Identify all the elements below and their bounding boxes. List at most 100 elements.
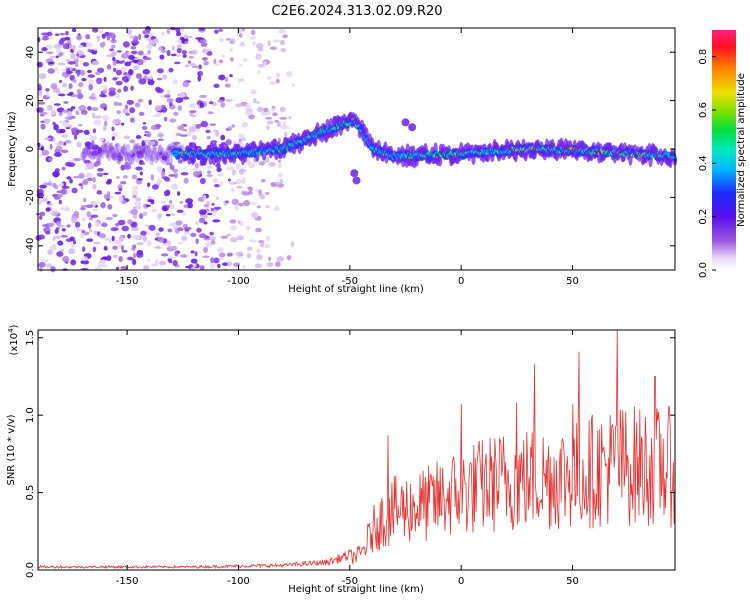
noise-speck xyxy=(108,87,116,92)
spectrogram-x-ticks: -150 -100 -50 0 50 xyxy=(116,28,579,287)
noise-speck xyxy=(40,259,49,263)
noise-speck xyxy=(264,192,270,195)
noise-speck xyxy=(161,107,168,113)
noise-speck xyxy=(236,255,243,259)
noise-speck xyxy=(69,236,75,242)
noise-speck xyxy=(226,38,231,41)
noise-speck xyxy=(181,37,185,44)
ridge-core xyxy=(666,152,670,156)
noise-speck xyxy=(65,30,69,36)
noise-speck xyxy=(267,120,274,125)
noise-speck xyxy=(246,246,253,251)
y-tick-label: 1.5 xyxy=(25,330,36,346)
noise-speck xyxy=(120,164,126,171)
noise-speck xyxy=(184,64,190,68)
noise-speck xyxy=(229,47,233,52)
noise-speck xyxy=(268,256,272,261)
noise-speck xyxy=(189,103,197,109)
noise-speck xyxy=(138,78,147,85)
noise-speck xyxy=(181,50,187,55)
noise-speck xyxy=(132,185,139,190)
noise-speck xyxy=(206,170,212,175)
noise-speck xyxy=(157,132,164,139)
noise-speck xyxy=(87,150,93,155)
noise-speck xyxy=(111,136,115,141)
noise-speck xyxy=(154,104,163,112)
noise-speck xyxy=(118,102,123,107)
noise-speck xyxy=(49,222,55,227)
noise-speck xyxy=(129,107,136,114)
noise-speck xyxy=(172,141,181,145)
ridge-halo xyxy=(166,145,171,159)
ridge-halo xyxy=(148,149,153,161)
noise-speck xyxy=(192,170,200,178)
noise-speck xyxy=(225,99,233,102)
snr-y-axis-label: SNR (10 * v/v) xyxy=(6,414,17,485)
noise-speck xyxy=(105,181,112,185)
noise-speck xyxy=(44,182,52,186)
noise-speck xyxy=(176,191,181,196)
noise-speck xyxy=(82,62,90,67)
noise-speck xyxy=(188,126,197,133)
noise-speck xyxy=(163,116,168,122)
noise-speck xyxy=(76,227,81,232)
noise-speck xyxy=(218,59,224,64)
ridge-halo xyxy=(160,147,165,159)
noise-speck xyxy=(155,258,159,266)
noise-speck xyxy=(140,230,147,236)
noise-speck xyxy=(179,134,188,137)
noise-speck xyxy=(136,242,144,246)
noise-speck xyxy=(214,63,221,66)
noise-speck xyxy=(266,235,271,242)
noise-speck xyxy=(65,58,71,63)
noise-speck xyxy=(230,237,238,243)
noise-speck xyxy=(178,92,186,98)
noise-speck xyxy=(112,213,118,218)
noise-speck xyxy=(52,170,60,178)
ridge-halo xyxy=(102,142,108,153)
noise-speck xyxy=(245,109,254,116)
ridge-halo xyxy=(154,151,160,161)
noise-speck xyxy=(162,242,170,246)
noise-speck xyxy=(101,114,110,121)
noise-speck xyxy=(87,177,93,182)
noise-speck xyxy=(77,44,84,49)
noise-speck xyxy=(109,146,115,151)
noise-speck xyxy=(80,232,85,239)
noise-speck xyxy=(132,259,137,266)
noise-speck xyxy=(246,253,252,259)
noise-speck xyxy=(131,189,139,196)
noise-speck xyxy=(266,125,270,130)
noise-speck xyxy=(81,246,86,253)
noise-speck xyxy=(239,179,246,184)
noise-speck xyxy=(216,167,222,173)
noise-speck xyxy=(210,210,218,213)
noise-speck xyxy=(195,238,199,245)
noise-speck xyxy=(159,54,165,60)
noise-speck xyxy=(218,74,226,81)
noise-speck xyxy=(59,128,66,134)
noise-speck xyxy=(277,172,283,178)
noise-speck xyxy=(118,235,125,242)
noise-speck xyxy=(239,33,243,38)
noise-speck xyxy=(121,199,127,205)
ridge-halo xyxy=(131,147,136,162)
noise-speck xyxy=(235,251,244,257)
noise-speck xyxy=(92,112,96,119)
colorbar-tick-label: 0.4 xyxy=(698,155,709,171)
noise-speck xyxy=(124,61,132,67)
noise-speck xyxy=(146,240,152,247)
noise-speck xyxy=(100,201,106,209)
noise-speck xyxy=(117,88,122,93)
noise-speck xyxy=(68,83,73,90)
noise-speck xyxy=(282,34,288,39)
noise-speck xyxy=(75,53,79,57)
noise-speck xyxy=(238,202,245,207)
noise-speck xyxy=(60,234,68,238)
noise-speck xyxy=(94,115,102,119)
noise-speck xyxy=(61,255,70,263)
noise-speck xyxy=(39,211,46,217)
noise-speck xyxy=(98,137,105,142)
noise-speck xyxy=(271,108,276,112)
noise-speck xyxy=(274,205,280,212)
